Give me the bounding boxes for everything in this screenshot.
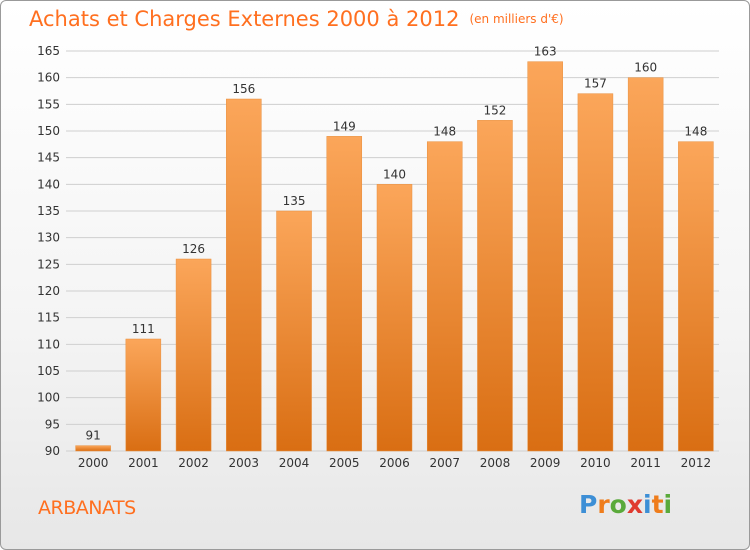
- data-label: 156: [232, 82, 255, 96]
- x-tick-label: 2012: [681, 456, 712, 470]
- data-label: 111: [132, 322, 155, 336]
- bar-2005: [326, 136, 363, 452]
- data-label: 91: [85, 429, 100, 443]
- logo-letter: o: [609, 490, 627, 519]
- logo-letter: r: [597, 490, 610, 519]
- y-tick-label: 105: [37, 364, 60, 378]
- x-tick-label: 2003: [229, 456, 260, 470]
- bar-2003: [226, 98, 262, 452]
- x-tick-label: 2001: [128, 456, 159, 470]
- data-label: 135: [283, 194, 306, 208]
- logo-letter: i: [643, 490, 652, 519]
- bar-2010: [577, 93, 614, 452]
- y-tick-label: 95: [45, 417, 60, 431]
- x-tick-label: 2005: [329, 456, 360, 470]
- bar-2006: [376, 184, 413, 452]
- y-tick-label: 160: [37, 71, 60, 85]
- data-label: 160: [634, 61, 657, 75]
- y-tick-label: 145: [37, 151, 60, 165]
- y-axis-ticks: 90 95 100 105 110 115 120 125 130 135 140 145 150 155…: [37, 44, 60, 458]
- data-label: 157: [584, 77, 607, 91]
- data-label: 149: [333, 119, 356, 133]
- x-tick-label: 2007: [429, 456, 460, 470]
- bar-2001: [125, 338, 162, 452]
- data-labels: 91 111 126 156 135 149 140 148 152 163 157 160 148: [85, 45, 707, 443]
- y-tick-label: 90: [45, 444, 60, 458]
- logo-letter: t: [651, 490, 664, 519]
- bar-2004: [276, 210, 312, 452]
- data-label: 140: [383, 167, 406, 181]
- y-tick-label: 125: [37, 257, 60, 271]
- y-tick-label: 120: [37, 284, 60, 298]
- logo-letter: x: [626, 490, 643, 519]
- chart-subtitle: (en milliers d'€): [469, 12, 564, 26]
- bars: [75, 61, 714, 452]
- y-tick-label: 110: [37, 337, 60, 351]
- y-tick-label: 140: [37, 177, 60, 191]
- y-tick-label: 135: [37, 204, 60, 218]
- chart-title: Achats et Charges Externes 2000 à 2012 (e…: [29, 7, 564, 31]
- bar-2009: [527, 61, 563, 452]
- bar-2012: [678, 141, 714, 452]
- x-tick-label: 2009: [530, 456, 561, 470]
- logo-letter: i: [663, 490, 673, 519]
- x-tick-label: 2010: [580, 456, 611, 470]
- y-tick-label: 165: [37, 44, 60, 58]
- x-tick-label: 2000: [78, 456, 109, 470]
- x-tick-label: 2002: [178, 456, 209, 470]
- y-tick-label: 115: [37, 311, 60, 325]
- bar-2000: [75, 445, 111, 452]
- data-label: 148: [684, 125, 707, 139]
- bar-2008: [477, 120, 513, 452]
- y-tick-label: 155: [37, 97, 60, 111]
- data-label: 152: [484, 103, 507, 117]
- bar-2011: [627, 77, 664, 452]
- x-tick-label: 2004: [279, 456, 310, 470]
- x-tick-label: 2011: [630, 456, 661, 470]
- chart-title-text: Achats et Charges Externes 2000 à 2012: [29, 7, 460, 31]
- bar-2007: [426, 141, 463, 452]
- proxiti-logo: Proxiti: [579, 490, 672, 519]
- logo-letter: P: [579, 490, 598, 519]
- commune-name: ARBANATS: [38, 497, 136, 519]
- x-tick-label: 2006: [379, 456, 410, 470]
- x-axis-ticks: 2000 2001 2002 2003 2004 2005 2006 2007 2008 2009…: [78, 456, 711, 470]
- data-label: 148: [433, 125, 456, 139]
- data-label: 163: [534, 45, 557, 59]
- y-tick-label: 130: [37, 231, 60, 245]
- x-tick-label: 2008: [480, 456, 511, 470]
- y-tick-label: 150: [37, 124, 60, 138]
- y-tick-label: 100: [37, 391, 60, 405]
- bar-2002: [175, 258, 212, 452]
- data-label: 126: [182, 242, 205, 256]
